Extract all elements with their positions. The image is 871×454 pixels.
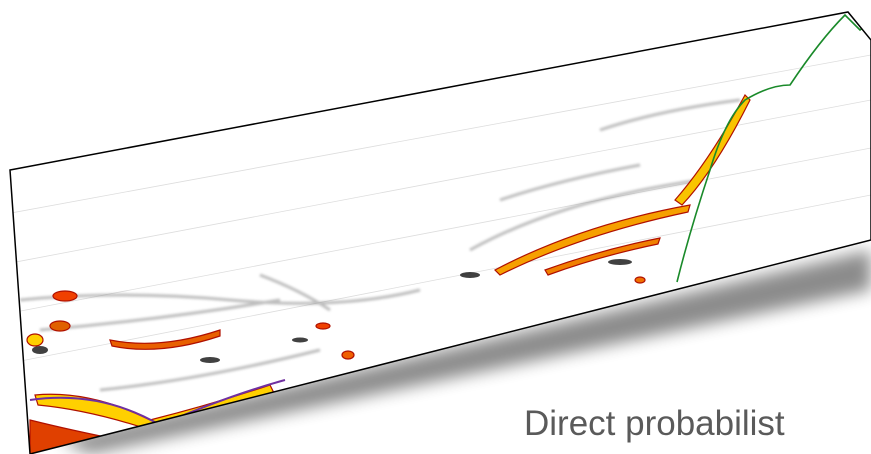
horizon-lines — [10, 54, 871, 366]
green-boundary — [676, 13, 871, 283]
panel-background — [10, 12, 871, 454]
caption: Direct probabilist — [524, 404, 785, 443]
dark-events — [32, 259, 632, 363]
shadow — [60, 250, 871, 454]
panel-border — [9, 11, 871, 454]
